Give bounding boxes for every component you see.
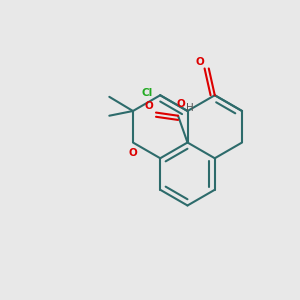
Text: O: O	[129, 148, 137, 158]
Text: O: O	[176, 100, 185, 110]
Text: H: H	[185, 103, 193, 113]
Text: O: O	[196, 57, 204, 67]
Text: Cl: Cl	[142, 88, 153, 98]
Text: O: O	[144, 101, 153, 111]
